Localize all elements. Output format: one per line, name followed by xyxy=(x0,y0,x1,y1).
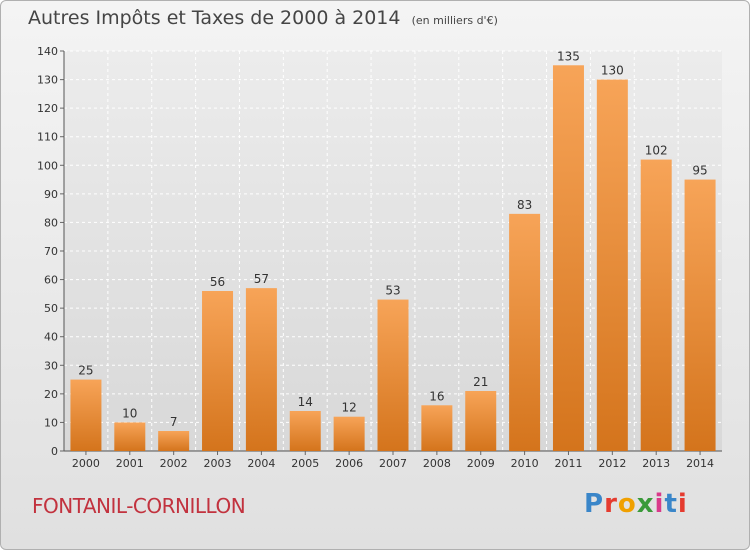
logo-letter: i xyxy=(677,489,688,519)
y-tick-label: 10 xyxy=(44,416,58,429)
data-label: 12 xyxy=(341,401,356,415)
x-tick-label: 2000 xyxy=(72,457,100,470)
proxiti-logo[interactable]: Proxiti xyxy=(584,489,688,519)
bar xyxy=(289,411,321,451)
logo-letter: o xyxy=(617,489,637,519)
bar xyxy=(509,213,541,451)
bar xyxy=(684,179,716,452)
y-tick-label: 30 xyxy=(44,359,58,372)
x-tick-label: 2007 xyxy=(379,457,407,470)
data-labels: 25 10 7 56 57 14 12 53 16 21 83 135 130 102 95 xyxy=(78,49,707,429)
y-tick-label: 90 xyxy=(44,188,58,201)
logo-letter: r xyxy=(604,489,618,519)
y-tick-label: 40 xyxy=(44,331,58,344)
y-tick-label: 20 xyxy=(44,388,58,401)
bar xyxy=(465,391,497,451)
x-tick-label: 2013 xyxy=(642,457,670,470)
y-tick-label: 100 xyxy=(37,159,58,172)
x-tick-label: 2001 xyxy=(116,457,144,470)
data-label: 10 xyxy=(122,406,137,420)
x-tick-label: 2003 xyxy=(204,457,232,470)
x-tick-label: 2008 xyxy=(423,457,451,470)
y-tick-label: 110 xyxy=(37,131,58,144)
data-label: 57 xyxy=(254,272,269,286)
data-label: 14 xyxy=(298,395,313,409)
bar xyxy=(596,79,628,452)
y-tick-label: 70 xyxy=(44,245,58,258)
bar xyxy=(421,405,453,451)
y-tick-label: 80 xyxy=(44,216,58,229)
data-label: 135 xyxy=(557,49,580,63)
y-tick-label: 0 xyxy=(51,445,58,458)
chart-title: Autres Impôts et Taxes de 2000 à 2014 xyxy=(28,7,401,29)
x-tick-label: 2010 xyxy=(511,457,539,470)
data-label: 83 xyxy=(517,198,532,212)
bar xyxy=(158,431,190,451)
x-tick-label: 2014 xyxy=(686,457,714,470)
place-name: FONTANIL-CORNILLON xyxy=(32,494,246,518)
bars xyxy=(70,65,716,452)
bar xyxy=(377,299,409,451)
data-label: 102 xyxy=(645,144,668,158)
bar xyxy=(333,416,365,451)
y-tick-label: 60 xyxy=(44,274,58,287)
chart-title-block: Autres Impôts et Taxes de 2000 à 2014 (e… xyxy=(28,7,498,29)
data-label: 7 xyxy=(170,415,178,429)
x-tick-label: 2005 xyxy=(291,457,319,470)
data-label: 56 xyxy=(210,275,225,289)
y-tick-label: 140 xyxy=(37,45,58,58)
bar xyxy=(114,422,146,451)
x-tick-label: 2004 xyxy=(247,457,275,470)
data-label: 16 xyxy=(429,389,444,403)
x-tick-label: 2006 xyxy=(335,457,363,470)
data-label: 95 xyxy=(692,164,707,178)
y-tick-label: 50 xyxy=(44,302,58,315)
logo-letter: x xyxy=(636,489,655,519)
x-tick-label: 2012 xyxy=(598,457,626,470)
y-tick-label: 120 xyxy=(37,102,58,115)
x-tick-label: 2011 xyxy=(554,457,582,470)
bar xyxy=(70,379,102,451)
logo-letter: t xyxy=(664,489,678,519)
x-tick-label: 2009 xyxy=(467,457,495,470)
data-label: 25 xyxy=(78,364,93,378)
data-label: 53 xyxy=(385,284,400,298)
data-label: 21 xyxy=(473,375,488,389)
data-label: 130 xyxy=(601,64,624,78)
bar xyxy=(245,288,277,451)
chart-unit-note: (en milliers d'€) xyxy=(411,14,498,27)
bar xyxy=(202,291,234,451)
x-tick-label: 2002 xyxy=(160,457,188,470)
logo-letter: i xyxy=(654,489,665,519)
bar xyxy=(552,65,584,452)
logo-letter: P xyxy=(584,489,605,519)
y-tick-label: 130 xyxy=(37,74,58,87)
bar xyxy=(640,159,672,452)
